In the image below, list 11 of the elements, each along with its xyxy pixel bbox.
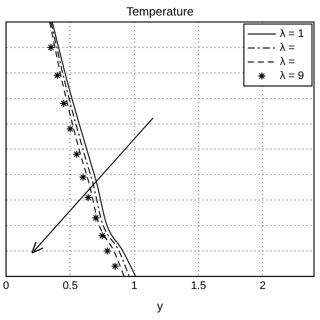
legend-label: λ =	[280, 42, 295, 54]
legend-label: λ = 1	[280, 28, 304, 40]
x-tick-label: 1	[131, 280, 138, 292]
legend-label: λ =	[280, 56, 295, 68]
chart-title: Temperature	[126, 4, 194, 18]
x-axis-title: y	[157, 299, 164, 314]
x-tick-label: 1.5	[190, 280, 206, 292]
x-tick-label: 0.5	[62, 280, 78, 292]
x-tick-label: 0	[2, 280, 10, 292]
x-tick-label: 2	[260, 280, 266, 292]
legend-label: λ = 9	[280, 70, 304, 82]
